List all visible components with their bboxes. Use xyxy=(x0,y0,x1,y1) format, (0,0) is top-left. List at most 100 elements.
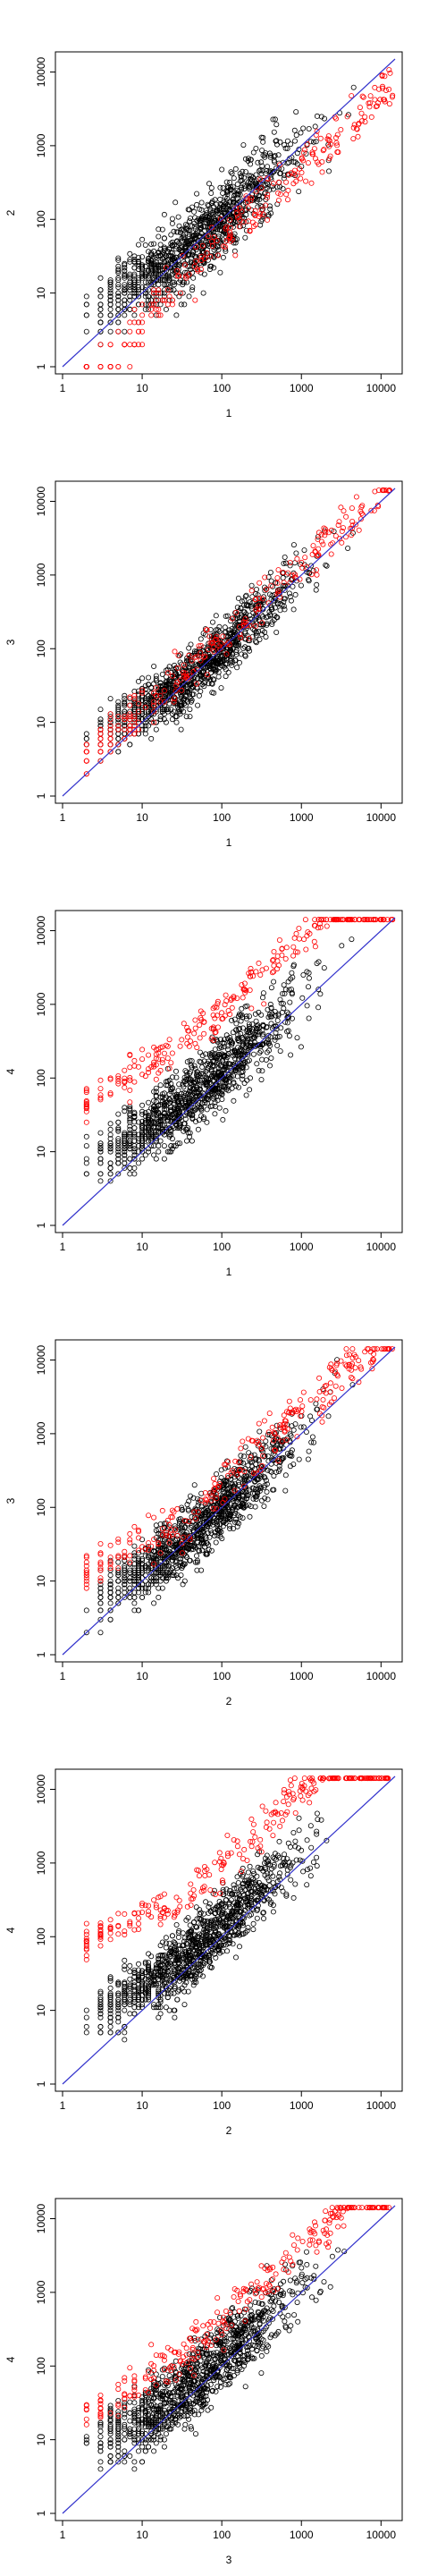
data-point xyxy=(349,917,355,923)
data-point xyxy=(328,551,334,557)
data-point xyxy=(148,719,155,725)
data-point xyxy=(183,1104,189,1110)
data-point xyxy=(156,1585,162,1591)
data-point xyxy=(350,136,357,142)
data-point xyxy=(107,714,114,720)
data-point xyxy=(83,749,89,755)
data-point xyxy=(312,922,318,928)
data-point xyxy=(201,1019,207,1025)
data-point xyxy=(309,1434,315,1440)
data-point xyxy=(248,604,254,610)
data-point xyxy=(139,275,146,281)
data-point xyxy=(181,1074,188,1080)
data-point xyxy=(197,1049,203,1055)
data-point xyxy=(198,1059,204,1065)
data-point xyxy=(163,1082,169,1089)
data-point xyxy=(263,170,269,176)
data-point xyxy=(127,306,133,312)
data-point xyxy=(157,716,164,723)
data-point xyxy=(271,157,277,164)
data-point xyxy=(383,487,389,494)
data-point xyxy=(169,673,175,679)
data-point xyxy=(198,1071,204,1077)
data-point xyxy=(164,301,171,308)
data-point xyxy=(190,1098,197,1105)
data-point xyxy=(358,110,365,116)
data-point xyxy=(220,254,226,260)
data-point xyxy=(263,1438,269,1445)
data-point xyxy=(284,171,290,177)
data-point xyxy=(156,1143,162,1149)
data-point xyxy=(122,1130,128,1136)
x-axis-label: 1 xyxy=(226,1266,232,1278)
data-point xyxy=(210,1026,216,1032)
data-point xyxy=(315,987,322,993)
data-point xyxy=(115,704,122,710)
data-point xyxy=(271,962,277,969)
data-point xyxy=(148,241,155,247)
data-point xyxy=(184,1040,190,1046)
data-point xyxy=(115,328,122,335)
data-point xyxy=(243,1013,249,1020)
data-point xyxy=(107,1572,114,1579)
data-point xyxy=(216,1105,223,1111)
data-point xyxy=(122,1133,128,1140)
data-point xyxy=(223,674,229,680)
data-point xyxy=(157,301,164,308)
data-point xyxy=(177,1043,183,1049)
data-point xyxy=(216,1073,223,1080)
data-point xyxy=(211,1094,217,1100)
data-point xyxy=(131,1555,138,1562)
data-point xyxy=(208,1025,214,1031)
data-point xyxy=(214,208,221,214)
data-point xyxy=(127,1130,133,1136)
data-point xyxy=(257,972,264,979)
data-point xyxy=(267,1034,273,1040)
data-point xyxy=(334,131,341,138)
data-point xyxy=(337,536,343,542)
data-point xyxy=(252,639,258,645)
data-point xyxy=(275,190,282,196)
data-point xyxy=(262,152,268,158)
data-point xyxy=(157,1114,164,1120)
data-point xyxy=(242,644,248,650)
data-point xyxy=(331,917,337,923)
data-point xyxy=(97,1095,104,1101)
data-point xyxy=(115,1119,122,1125)
data-point xyxy=(265,1432,271,1438)
data-point xyxy=(246,1030,252,1036)
data-point xyxy=(107,749,114,755)
data-point xyxy=(253,1455,259,1462)
data-point xyxy=(122,716,128,723)
data-point xyxy=(325,168,332,174)
data-point xyxy=(293,109,299,115)
data-point xyxy=(131,707,138,713)
data-point xyxy=(362,917,368,923)
x-tick-label: 100 xyxy=(213,811,231,824)
data-point xyxy=(127,1087,133,1093)
data-point xyxy=(286,159,292,165)
data-point xyxy=(192,1079,198,1085)
data-point xyxy=(248,973,254,979)
data-point xyxy=(259,1068,265,1074)
data-point xyxy=(253,188,259,194)
data-point xyxy=(289,1015,295,1021)
data-point xyxy=(234,1519,240,1525)
data-point xyxy=(139,1046,146,1053)
data-point xyxy=(107,1607,114,1614)
x-tick-label: 10000 xyxy=(366,1241,397,1253)
data-point xyxy=(253,1496,259,1503)
data-point xyxy=(276,162,282,168)
data-point xyxy=(354,126,360,132)
data-point xyxy=(97,1607,104,1614)
data-point xyxy=(148,267,155,273)
data-point xyxy=(179,1098,185,1105)
data-point xyxy=(282,583,289,589)
data-point xyxy=(127,1064,133,1071)
data-point xyxy=(274,575,281,581)
data-point xyxy=(131,719,138,725)
data-point xyxy=(255,592,261,598)
data-point xyxy=(196,1117,202,1123)
data-point xyxy=(153,306,159,312)
data-point xyxy=(169,716,175,723)
